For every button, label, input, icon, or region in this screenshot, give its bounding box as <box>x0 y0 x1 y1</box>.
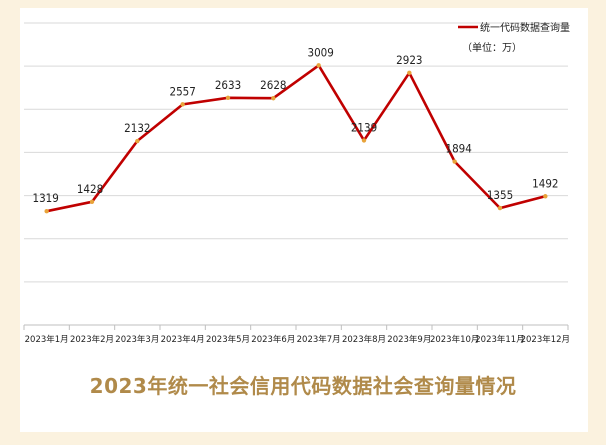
data-point <box>135 138 140 144</box>
x-tick-label: 2023年7月 <box>297 334 341 345</box>
data-point <box>271 96 276 101</box>
data-point <box>497 205 503 211</box>
data-label: 2923 <box>396 53 422 67</box>
data-label: 1355 <box>487 188 513 202</box>
data-point <box>543 194 548 199</box>
data-label: 2628 <box>260 78 286 92</box>
data-point <box>180 102 185 107</box>
data-label: 3009 <box>308 45 334 59</box>
x-tick-label: 2023年12月 <box>521 334 570 345</box>
x-tick-label: 2023年8月 <box>342 334 386 345</box>
data-point <box>89 199 95 204</box>
legend: 统一代码数据查询量 （单位：万） <box>458 21 570 54</box>
data-label: 2557 <box>170 84 196 98</box>
x-axis: 2023年1月 2023年2月 2023年3月 2023年4月 2023年5月 2023年… <box>23 324 570 345</box>
gridlines <box>24 22 568 283</box>
chart-title: 2023年统一社会信用代码数据社会查询量情况 <box>89 374 517 398</box>
x-tick-label: 2023年10月 <box>430 334 479 345</box>
data-label: 1428 <box>77 182 103 196</box>
data-label: 2139 <box>351 120 377 134</box>
data-label: 1894 <box>446 142 472 156</box>
data-point <box>452 159 457 164</box>
x-tick-label: 2023年3月 <box>115 334 159 345</box>
chart-panel <box>20 8 588 432</box>
x-tick-label: 2023年5月 <box>206 334 250 345</box>
legend-label: 统一代码数据查询量 <box>480 21 570 34</box>
x-tick-label: 2023年1月 <box>25 334 69 345</box>
data-point <box>361 138 367 143</box>
data-point <box>316 63 321 68</box>
data-point <box>225 95 231 101</box>
data-label: 1492 <box>532 176 558 190</box>
data-labels: 1319 1428 2132 2557 2633 2628 3009 2139 2923 1894… <box>33 45 559 205</box>
data-point <box>44 208 49 214</box>
data-label: 1319 <box>33 191 59 205</box>
data-label: 2132 <box>124 121 150 135</box>
data-label: 2633 <box>215 78 241 92</box>
x-tick-label: 2023年9月 <box>387 334 431 345</box>
data-point <box>407 70 412 75</box>
x-tick-label: 2023年6月 <box>251 334 295 345</box>
x-tick-label: 2023年2月 <box>70 334 114 345</box>
x-tick-label: 2023年4月 <box>161 334 205 345</box>
series-line <box>46 64 546 213</box>
unit-note: （单位：万） <box>462 41 522 54</box>
series-line-group <box>46 64 546 213</box>
data-markers <box>44 63 548 214</box>
x-tick-label: 2023年11月 <box>475 334 524 345</box>
